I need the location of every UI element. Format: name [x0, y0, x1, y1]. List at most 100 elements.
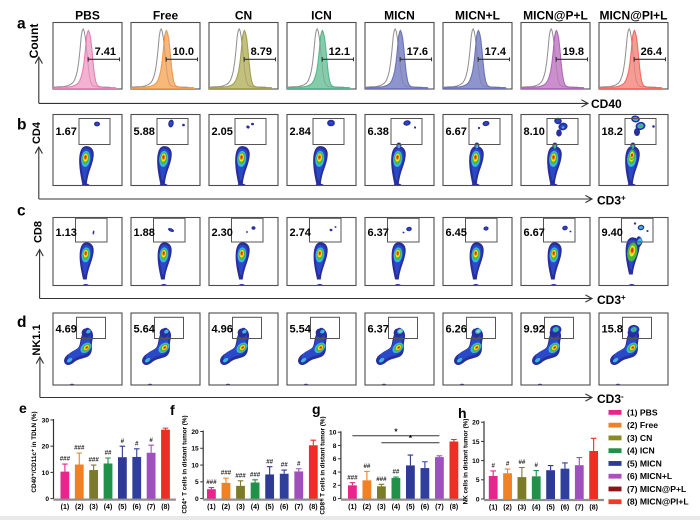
svg-text:(2): (2): [363, 504, 372, 511]
svg-text:20: 20: [191, 429, 199, 436]
svg-text:4: 4: [333, 469, 337, 476]
svg-text:ICN: ICN: [311, 8, 332, 22]
svg-text:15: 15: [472, 439, 480, 446]
svg-text:NK cells in distant tumor (%): NK cells in distant tumor (%): [463, 419, 470, 505]
svg-text:MICN@P+L: MICN@P+L: [523, 8, 588, 22]
svg-text:1.13: 1.13: [56, 227, 77, 239]
svg-text:(2) Free: (2) Free: [627, 420, 658, 430]
svg-text:CN: CN: [235, 8, 252, 22]
svg-text:(6): (6): [421, 504, 430, 511]
svg-text:(2): (2): [75, 504, 84, 511]
svg-text:17.6: 17.6: [407, 46, 428, 58]
svg-text:#: #: [491, 463, 495, 470]
svg-text:(7): (7): [435, 504, 444, 511]
svg-text:(6): (6): [132, 504, 141, 511]
svg-text:CD40: CD40: [591, 97, 622, 111]
svg-text:*: *: [394, 427, 398, 436]
svg-text:##: ##: [266, 458, 273, 465]
svg-text:(1): (1): [489, 504, 498, 511]
svg-text:5.54: 5.54: [290, 324, 312, 336]
svg-text:*: *: [409, 434, 413, 443]
svg-text:10: 10: [472, 458, 480, 465]
svg-text:(8) MICN@PI+L: (8) MICN@PI+L: [627, 497, 689, 507]
svg-text:###: ###: [88, 457, 99, 464]
svg-text:2: 2: [333, 483, 337, 490]
svg-text:##: ##: [392, 469, 399, 476]
svg-text:2.05: 2.05: [212, 126, 233, 138]
svg-text:12.1: 12.1: [329, 46, 350, 58]
svg-text:5.64: 5.64: [134, 324, 156, 336]
svg-text:10: 10: [42, 470, 50, 477]
svg-text:CD40⁺/CD11c⁺ in TDLN (%): CD40⁺/CD11c⁺ in TDLN (%): [31, 411, 38, 492]
svg-text:CD8: CD8: [33, 221, 45, 243]
svg-text:###: ###: [347, 474, 358, 481]
svg-text:20: 20: [42, 444, 50, 451]
svg-text:(6): (6): [280, 504, 289, 511]
svg-text:(5): (5): [265, 504, 274, 511]
svg-text:(4): (4): [104, 504, 113, 511]
svg-text:2.74: 2.74: [290, 227, 312, 239]
svg-text:0: 0: [195, 496, 199, 503]
svg-text:2.84: 2.84: [290, 126, 312, 138]
svg-text:(8): (8): [589, 504, 598, 511]
svg-text:0: 0: [333, 496, 337, 503]
svg-text:CD4: CD4: [31, 121, 43, 144]
svg-text:(1): (1): [61, 504, 70, 511]
svg-text:(5): (5): [118, 504, 127, 511]
svg-text:(4): (4): [532, 504, 541, 511]
svg-text:g: g: [312, 401, 321, 417]
svg-text:###: ###: [250, 471, 261, 478]
svg-text:CD4⁺ T cells in distant tumor: CD4⁺ T cells in distant tumor (%): [182, 415, 189, 513]
svg-text:###: ###: [235, 472, 246, 479]
svg-text:0: 0: [476, 496, 480, 503]
svg-text:10.0: 10.0: [173, 46, 194, 58]
svg-text:6.38: 6.38: [368, 126, 389, 138]
svg-text:5: 5: [195, 479, 199, 486]
svg-text:#: #: [297, 460, 301, 467]
svg-text:15.8: 15.8: [602, 324, 623, 336]
svg-text:d: d: [17, 314, 26, 331]
svg-text:MICN+L: MICN+L: [455, 8, 500, 22]
svg-text:CD8⁺ T cells in distant tumor: CD8⁺ T cells in distant tumor (%): [320, 416, 327, 514]
svg-text:NK1.1: NK1.1: [31, 324, 43, 355]
svg-text:###: ###: [221, 470, 232, 477]
svg-text:(2): (2): [503, 504, 512, 511]
svg-text:(2): (2): [222, 504, 231, 511]
svg-text:#: #: [121, 438, 125, 445]
svg-text:15: 15: [191, 446, 199, 453]
svg-text:(5) MICN: (5) MICN: [627, 458, 662, 468]
svg-text:6.26: 6.26: [446, 324, 467, 336]
svg-text:6.37: 6.37: [368, 324, 389, 336]
svg-text:#: #: [535, 462, 539, 469]
svg-text:(4): (4): [392, 504, 401, 511]
svg-text:7.41: 7.41: [95, 46, 116, 58]
svg-text:MICN: MICN: [384, 8, 415, 22]
svg-text:9.40: 9.40: [602, 227, 623, 239]
svg-text:6.67: 6.67: [446, 126, 467, 138]
svg-text:a: a: [17, 16, 26, 33]
svg-text:CD3+: CD3+: [597, 293, 626, 307]
svg-text:Free: Free: [153, 8, 179, 22]
svg-text:30: 30: [42, 417, 50, 424]
svg-text:#: #: [135, 440, 139, 447]
svg-text:(7): (7): [575, 504, 584, 511]
svg-text:(5): (5): [546, 504, 555, 511]
svg-text:b: b: [17, 117, 26, 134]
svg-text:6: 6: [333, 456, 337, 463]
svg-text:Count: Count: [27, 24, 41, 59]
svg-text:8.10: 8.10: [524, 126, 545, 138]
svg-text:(6) MICN+L: (6) MICN+L: [627, 471, 672, 481]
svg-text:(7): (7): [147, 504, 156, 511]
svg-text:(7) MICN@P+L: (7) MICN@P+L: [627, 484, 686, 494]
svg-text:(8): (8): [450, 504, 459, 511]
svg-text:(4) ICN: (4) ICN: [627, 446, 655, 456]
svg-text:PBS: PBS: [75, 8, 100, 22]
svg-text:CD3-: CD3-: [597, 392, 624, 406]
svg-text:6.37: 6.37: [368, 227, 389, 239]
svg-text:(4): (4): [251, 504, 260, 511]
svg-text:MICN@PI+L: MICN@PI+L: [599, 8, 667, 22]
svg-text:(3): (3): [89, 504, 98, 511]
svg-text:(6): (6): [561, 504, 570, 511]
svg-text:(1) PBS: (1) PBS: [627, 407, 658, 417]
svg-text:h: h: [458, 405, 467, 421]
